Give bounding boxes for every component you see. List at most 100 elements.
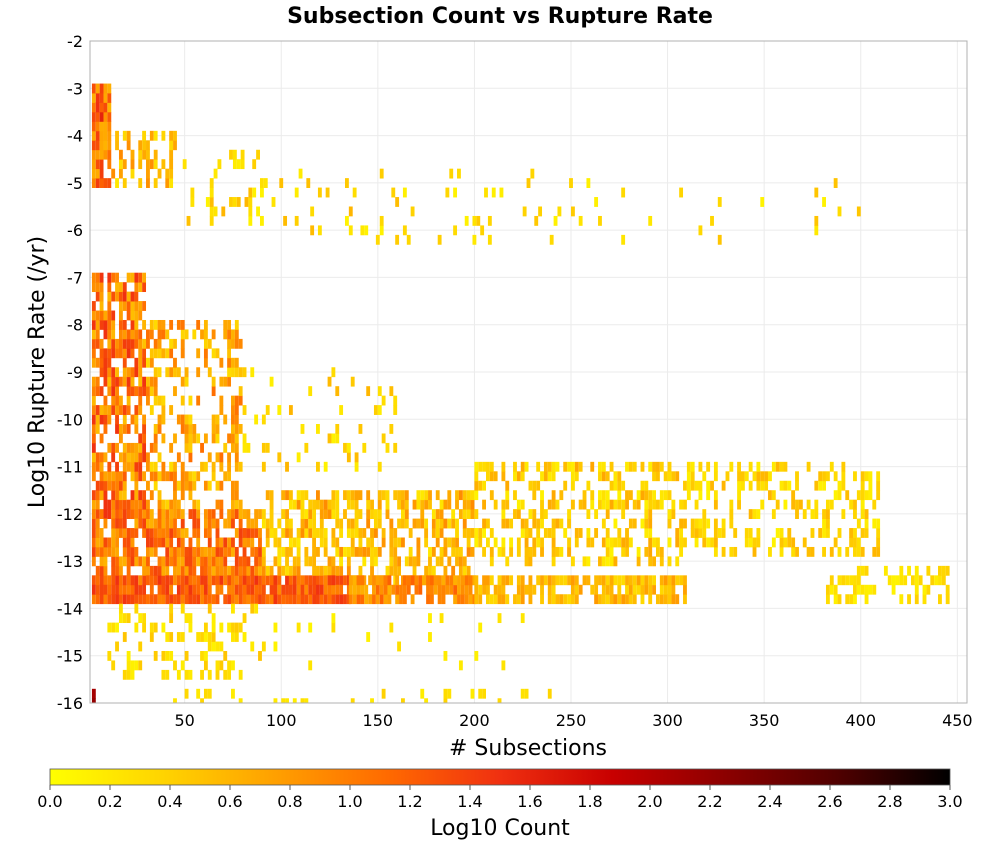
heatmap-cell: [238, 386, 243, 397]
heatmap-cell: [350, 490, 355, 501]
heatmap-cell: [149, 537, 154, 548]
heatmap-cell: [138, 282, 143, 293]
heatmap-cell: [188, 414, 193, 425]
heatmap-cell: [628, 584, 633, 595]
heatmap-cell: [91, 688, 96, 699]
heatmap-cell: [122, 301, 127, 311]
heatmap-cell: [161, 584, 166, 595]
heatmap-cell: [122, 632, 127, 642]
heatmap-cell: [327, 584, 332, 595]
heatmap-cell: [146, 329, 150, 340]
heatmap-cell: [281, 509, 286, 519]
heatmap-cell: [161, 575, 166, 586]
heatmap-cell: [640, 480, 645, 491]
heatmap-cell: [764, 471, 769, 482]
heatmap-cell: [431, 565, 436, 576]
heatmap-cell: [822, 509, 826, 519]
heatmap-cell: [213, 206, 218, 217]
heatmap-cell: [360, 225, 365, 236]
heatmap-cell: [103, 556, 108, 567]
heatmap-cell: [856, 575, 861, 586]
heatmap-cell: [594, 509, 599, 519]
heatmap-cell: [671, 584, 676, 595]
heatmap-cell: [752, 509, 757, 519]
heatmap-cell: [130, 149, 135, 160]
heatmap-cell: [161, 528, 166, 538]
heatmap-cell: [304, 584, 309, 595]
heatmap-cell: [354, 499, 359, 510]
heatmap-cell: [211, 622, 216, 633]
heatmap-cell: [165, 178, 170, 188]
heatmap-cell: [300, 528, 305, 538]
heatmap-cell: [200, 546, 204, 557]
heatmap-cell: [381, 528, 386, 538]
heatmap-cell: [227, 584, 232, 595]
heatmap-cell: [91, 319, 96, 330]
heatmap-cell: [402, 187, 407, 198]
heatmap-cell: [146, 575, 150, 586]
heatmap-cell: [207, 688, 212, 699]
heatmap-cell: [203, 594, 208, 605]
heatmap-cell: [540, 490, 544, 501]
heatmap-cell: [331, 490, 336, 501]
heatmap-cell: [157, 575, 162, 586]
heatmap-cell: [196, 546, 201, 557]
heatmap-cell: [95, 424, 100, 434]
heatmap-cell: [532, 546, 537, 557]
heatmap-cell: [317, 225, 322, 236]
heatmap-cell: [675, 575, 680, 586]
heatmap-cell: [107, 546, 112, 557]
heatmap-cell: [285, 594, 289, 605]
heatmap-cell: [215, 537, 220, 548]
heatmap-cell: [547, 688, 552, 699]
heatmap-cell: [188, 584, 193, 595]
heatmap-cell: [499, 187, 504, 198]
heatmap-cell: [107, 442, 112, 453]
heatmap-cell: [188, 594, 193, 605]
heatmap-cell: [574, 594, 579, 605]
heatmap-cell: [207, 518, 212, 529]
heatmap-cell: [142, 348, 147, 359]
heatmap-cell: [142, 376, 147, 387]
heatmap-cell: [352, 187, 357, 198]
heatmap-cell: [126, 594, 131, 605]
heatmap-cell: [153, 338, 158, 349]
heatmap-cell: [520, 518, 525, 529]
heatmap-cell: [698, 490, 703, 501]
heatmap-cell: [551, 594, 556, 605]
heatmap-cell: [362, 528, 367, 538]
heatmap-cell: [418, 575, 423, 586]
heatmap-cell: [107, 376, 112, 387]
heatmap-cell: [180, 329, 185, 340]
heatmap-cell: [142, 319, 147, 330]
heatmap-cell: [153, 367, 158, 378]
x-tick-label: 300: [652, 711, 683, 730]
heatmap-cell: [690, 518, 695, 529]
heatmap-cell: [103, 424, 108, 434]
heatmap-cell: [296, 584, 301, 595]
heatmap-cell: [91, 442, 96, 453]
heatmap-cell: [103, 130, 108, 141]
heatmap-cell: [513, 509, 517, 519]
heatmap-cell: [146, 546, 150, 557]
heatmap-cell: [679, 537, 684, 548]
heatmap-cell: [652, 471, 656, 482]
heatmap-cell: [938, 575, 942, 586]
heatmap-cell: [165, 528, 170, 538]
heatmap-cell: [219, 395, 224, 406]
heatmap-cell: [536, 528, 541, 538]
heatmap-cell: [184, 424, 189, 434]
heatmap-cell: [598, 575, 602, 586]
heatmap-cell: [335, 499, 340, 510]
heatmap-cell: [184, 650, 189, 661]
heatmap-cell: [103, 405, 108, 415]
heatmap-cell: [385, 565, 390, 576]
heatmap-cell: [115, 338, 119, 349]
heatmap-cell: [343, 546, 347, 557]
heatmap-cell: [134, 499, 139, 510]
heatmap-cell: [138, 575, 143, 586]
heatmap-cell: [837, 546, 842, 557]
heatmap-cell: [346, 518, 351, 529]
heatmap-cell: [265, 405, 270, 415]
heatmap-cell: [516, 537, 521, 548]
